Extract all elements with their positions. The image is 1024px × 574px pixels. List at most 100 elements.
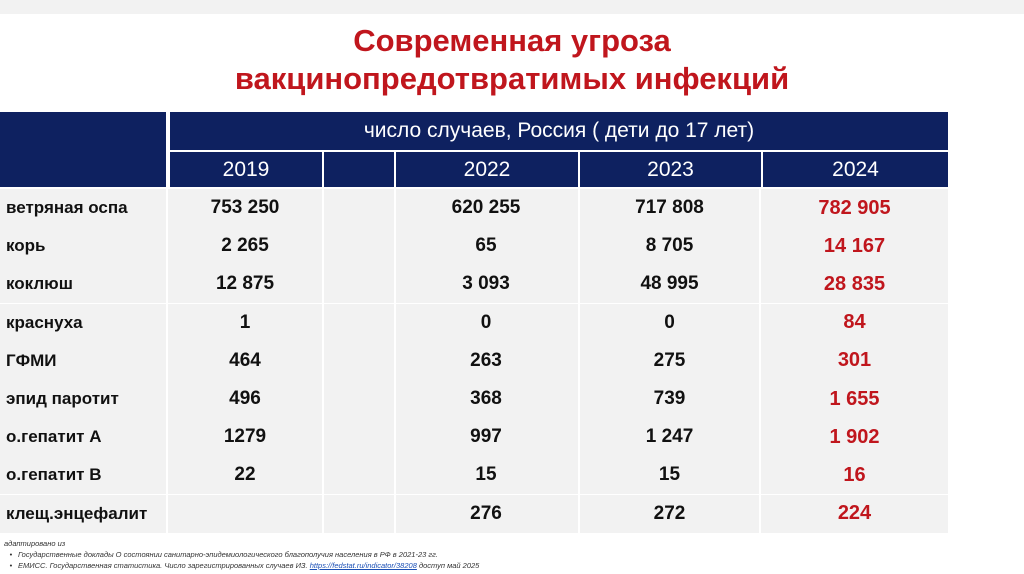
column-separator — [759, 456, 761, 495]
row-value: 3 093 — [462, 273, 510, 295]
column-separator — [578, 494, 580, 533]
column-separator — [578, 189, 580, 227]
row-label: коклюш — [6, 274, 73, 294]
column-separator — [166, 494, 168, 533]
row-label: о.гепатит В — [6, 465, 102, 485]
year-header: 2024 — [761, 152, 948, 187]
footnote-source-1-text: Государственные доклады О состоянии сани… — [18, 550, 438, 559]
year-header: 2022 — [394, 152, 578, 187]
column-separator — [166, 189, 168, 227]
column-separator — [166, 341, 168, 380]
row-value: 368 — [470, 388, 502, 409]
column-separator — [759, 265, 761, 304]
footnote-source-2-prefix: ЕМИСС. Государственная статистика. Число… — [18, 561, 308, 570]
row-value: 0 — [480, 311, 492, 333]
row-value: 1 655 — [829, 387, 880, 410]
row-label: корь — [6, 236, 46, 256]
column-separator — [394, 227, 396, 266]
row-value: 16 — [843, 463, 866, 486]
table-row: о.гепатит А 1279 997 1 247 1 902 — [0, 418, 948, 458]
row-value — [322, 227, 394, 265]
row-label: ветряная оспа — [6, 198, 128, 217]
column-separator — [394, 456, 396, 495]
column-separator — [322, 418, 324, 457]
column-separator — [322, 227, 324, 266]
table-row: о.гепатит В 22 15 15 16 — [0, 456, 948, 496]
column-separator — [394, 265, 396, 304]
row-value: 22 — [234, 464, 256, 486]
row-value: 8 705 — [645, 235, 694, 257]
column-separator — [394, 303, 396, 342]
footnote-source-link[interactable]: https://fedstat.ru/indicator/38208 — [309, 561, 417, 570]
year-header: 2019 — [170, 152, 322, 187]
column-separator — [578, 380, 580, 418]
row-label: эпид паротит — [6, 389, 119, 408]
table-row: ГФМИ 464 263 275 301 — [0, 341, 948, 381]
column-separator — [759, 189, 761, 227]
title-line-1: Современная угроза — [353, 23, 671, 58]
column-separator — [578, 303, 580, 342]
header-row-years: 2019 2022 2023 2024 — [0, 152, 948, 187]
row-value: 12 875 — [215, 273, 275, 295]
row-value: 464 — [229, 349, 261, 371]
row-value — [322, 342, 394, 380]
column-separator — [166, 303, 168, 342]
row-value — [322, 189, 394, 227]
top-strip — [0, 0, 1024, 14]
row-label: краснуха — [6, 312, 83, 332]
column-separator — [322, 265, 324, 304]
column-separator — [394, 380, 396, 418]
header-rule — [166, 150, 948, 152]
row-value: 263 — [470, 349, 502, 371]
column-separator — [394, 189, 396, 227]
table-row: клещ.энцефалит 276 272 224 — [0, 494, 948, 534]
row-value — [322, 418, 394, 456]
row-value — [322, 304, 394, 342]
row-value: 48 995 — [640, 273, 699, 295]
row-value — [322, 456, 394, 494]
column-separator — [322, 494, 324, 533]
column-separator — [322, 341, 324, 380]
row-value: 1 247 — [645, 426, 694, 448]
column-separator — [166, 380, 168, 418]
row-label: клещ.энцефалит — [6, 503, 148, 523]
row-value: 224 — [837, 502, 872, 525]
table-row: коклюш 12 875 3 093 48 995 28 835 — [0, 265, 948, 305]
row-value: 272 — [653, 502, 686, 524]
column-separator — [166, 265, 168, 304]
year-header — [322, 152, 394, 187]
footnote-source-2-suffix: доступ май 2025 — [418, 561, 480, 570]
column-separator — [322, 456, 324, 495]
row-value: 496 — [229, 388, 261, 409]
row-value: 276 — [470, 502, 502, 524]
table-corner — [0, 112, 166, 187]
column-separator — [578, 265, 580, 304]
row-value: 1 — [239, 311, 251, 333]
row-value: 1279 — [223, 426, 267, 448]
row-value: 301 — [837, 349, 872, 372]
title-line-2: вакцинопредотвратимых инфекций — [234, 61, 790, 96]
row-value — [322, 265, 394, 303]
footnote-intro: адаптировано из — [4, 539, 66, 548]
column-separator — [578, 418, 580, 457]
row-value — [168, 495, 322, 533]
column-separator — [394, 494, 396, 533]
row-value: 997 — [470, 426, 502, 448]
year-header: 2023 — [578, 152, 761, 187]
column-separator — [578, 227, 580, 266]
row-value: 275 — [653, 349, 686, 371]
row-value: 1 902 — [829, 425, 880, 448]
table-row: краснуха 1 0 0 84 — [0, 303, 948, 343]
footnote-source-2: • ЕМИСС. Государственная статистика. Числ… — [9, 561, 480, 570]
column-separator — [759, 303, 761, 342]
row-value: 28 835 — [823, 272, 886, 295]
column-separator — [759, 227, 761, 266]
row-label: о.гепатит А — [6, 427, 102, 447]
row-value: 65 — [475, 235, 497, 257]
column-separator — [166, 227, 168, 266]
table-row: ветряная оспа 753 250 620 255 717 808 782 90… — [0, 189, 948, 228]
header-row-main: число случаев, Россия ( дети до 17 лет) — [0, 112, 948, 150]
footnote: адаптировано из • Государственные доклады… — [4, 538, 1004, 571]
column-separator — [322, 380, 324, 418]
row-value: 620 255 — [451, 197, 521, 218]
